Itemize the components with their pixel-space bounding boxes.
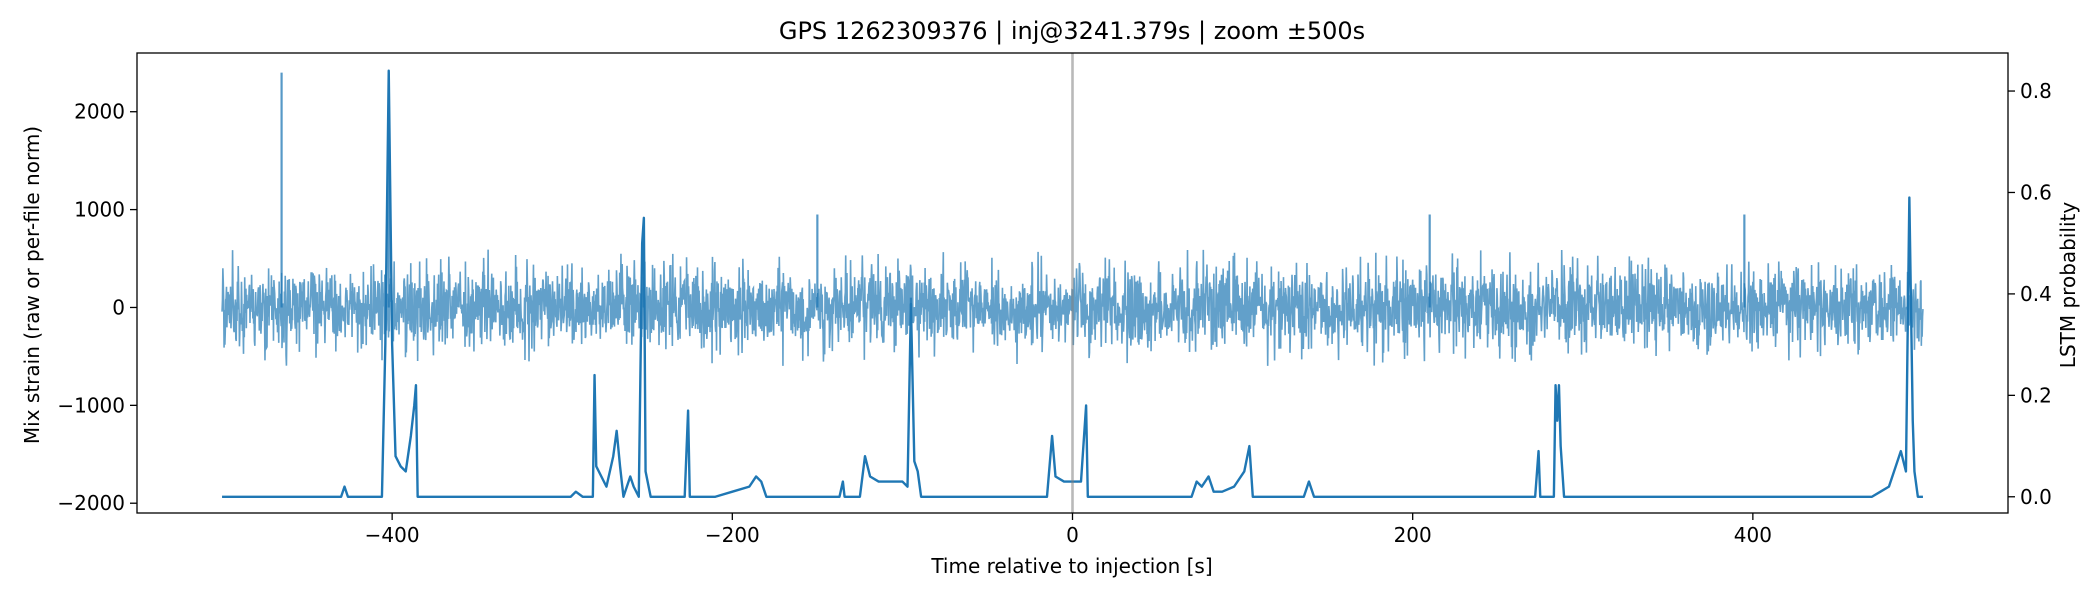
y-left-tick-label: −1000 (57, 393, 125, 417)
x-tick-label: 200 (1394, 523, 1432, 547)
y-left-tick-label: 0 (112, 295, 125, 319)
x-tick-label: −400 (365, 523, 420, 547)
x-tick-label: 0 (1066, 523, 1079, 547)
y-right-tick-label: 0.2 (2020, 383, 2052, 407)
y-right-tick-label: 0.0 (2020, 485, 2052, 509)
chart-title: GPS 1262309376 | inj@3241.379s | zoom ±5… (779, 17, 1365, 45)
y-left-tick-label: −2000 (57, 491, 125, 515)
plot-area (221, 53, 1924, 513)
y-axis-right: 0.0 0.2 0.4 0.6 0.8 (2008, 79, 2052, 509)
x-tick-label: 400 (1734, 523, 1772, 547)
y-right-tick-label: 0.8 (2020, 79, 2052, 103)
y-right-tick-label: 0.6 (2020, 180, 2052, 204)
x-axis-label: Time relative to injection [s] (930, 554, 1212, 578)
y-left-tick-label: 1000 (74, 198, 125, 222)
probability-series-line (222, 69, 1923, 498)
y-axis-left-label: Mix strain (raw or per-file norm) (20, 126, 44, 444)
y-axis-right-label: LSTM probability (2056, 202, 2080, 369)
x-tick-label: −200 (705, 523, 760, 547)
x-axis: −400 −200 0 200 400 (365, 513, 1772, 547)
y-right-tick-label: 0.4 (2020, 282, 2052, 306)
y-left-tick-label: 2000 (74, 100, 125, 124)
y-axis-left: −2000 −1000 0 1000 2000 (57, 100, 137, 515)
